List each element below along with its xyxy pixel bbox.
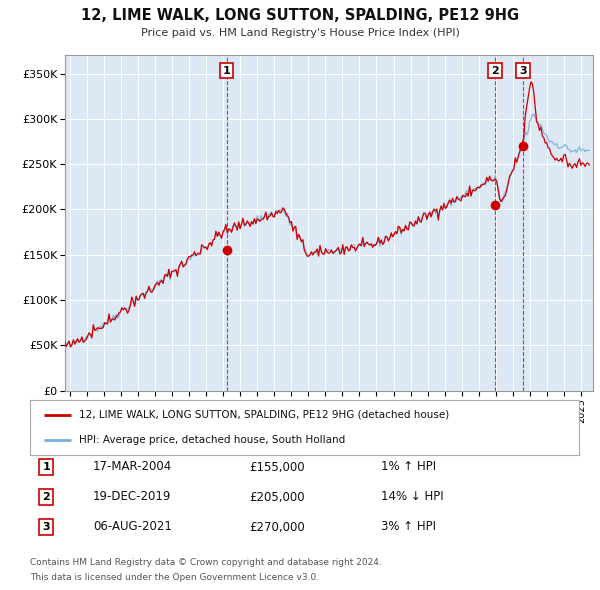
Text: 19-DEC-2019: 19-DEC-2019 xyxy=(93,490,172,503)
Text: Price paid vs. HM Land Registry's House Price Index (HPI): Price paid vs. HM Land Registry's House … xyxy=(140,28,460,38)
Text: 2: 2 xyxy=(43,492,50,502)
Text: 1% ↑ HPI: 1% ↑ HPI xyxy=(381,461,436,474)
Text: 3: 3 xyxy=(43,522,50,532)
Text: 12, LIME WALK, LONG SUTTON, SPALDING, PE12 9HG: 12, LIME WALK, LONG SUTTON, SPALDING, PE… xyxy=(81,8,519,23)
Text: HPI: Average price, detached house, South Holland: HPI: Average price, detached house, Sout… xyxy=(79,435,346,445)
Text: 14% ↓ HPI: 14% ↓ HPI xyxy=(381,490,443,503)
Text: £155,000: £155,000 xyxy=(249,461,305,474)
Text: 12, LIME WALK, LONG SUTTON, SPALDING, PE12 9HG (detached house): 12, LIME WALK, LONG SUTTON, SPALDING, PE… xyxy=(79,410,449,420)
Text: 1: 1 xyxy=(223,65,230,76)
Text: Contains HM Land Registry data © Crown copyright and database right 2024.: Contains HM Land Registry data © Crown c… xyxy=(30,558,382,567)
Text: £205,000: £205,000 xyxy=(249,490,305,503)
Text: £270,000: £270,000 xyxy=(249,520,305,533)
Text: 2: 2 xyxy=(491,65,499,76)
Text: 3% ↑ HPI: 3% ↑ HPI xyxy=(381,520,436,533)
Text: 06-AUG-2021: 06-AUG-2021 xyxy=(93,520,172,533)
Text: 17-MAR-2004: 17-MAR-2004 xyxy=(93,461,172,474)
Text: 3: 3 xyxy=(519,65,527,76)
Text: 1: 1 xyxy=(43,462,50,472)
Text: This data is licensed under the Open Government Licence v3.0.: This data is licensed under the Open Gov… xyxy=(30,573,319,582)
